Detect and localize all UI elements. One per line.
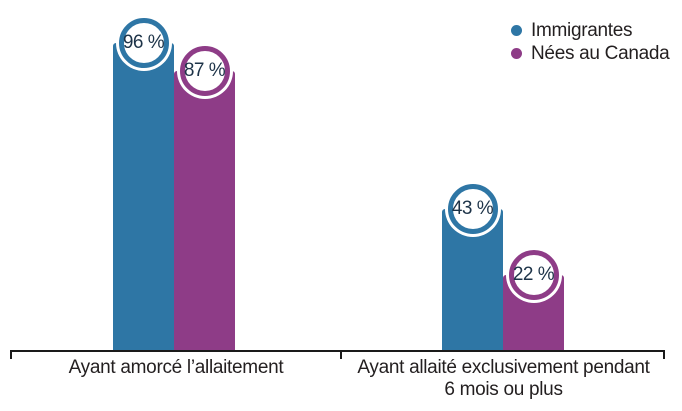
- x-axis-tick-left: [10, 350, 12, 359]
- legend-label-immigrantes: Immigrantes: [531, 19, 633, 41]
- legend-item-nees-au-canada: Nées au Canada: [511, 42, 670, 65]
- x-axis-tick-right: [663, 350, 665, 359]
- value-badge-immigrantes-group2: 43 %: [447, 184, 498, 234]
- legend-item-immigrantes: Immigrantes: [511, 19, 669, 42]
- value-label: 43 %: [451, 198, 494, 219]
- legend-label-nees-au-canada: Nées au Canada: [531, 42, 670, 64]
- legend-dot-immigrantes-icon: [511, 25, 522, 36]
- value-label: 22 %: [512, 264, 555, 285]
- bar-immigrantes-group1: [113, 43, 174, 350]
- legend-dot-nees-au-canada-icon: [511, 48, 522, 59]
- category-label-exclusif-6-mois: Ayant allaité exclusivement pendant 6 mo…: [357, 357, 650, 400]
- bar-nees-au-canada-group1: [174, 71, 235, 350]
- value-badge-nees-au-canada-group2: 22 %: [508, 250, 559, 300]
- x-axis-tick-middle: [340, 350, 342, 359]
- value-label: 96 %: [122, 32, 165, 53]
- value-badge-nees-au-canada-group1: 87 %: [179, 46, 230, 96]
- x-axis-line: [10, 350, 665, 352]
- category-label-amorce-allaitement: Ayant amorcé l’allaitement: [68, 357, 284, 378]
- value-label: 87 %: [183, 60, 226, 81]
- value-badge-immigrantes-group1: 96 %: [118, 18, 169, 68]
- legend: Immigrantes Nées au Canada: [511, 19, 670, 65]
